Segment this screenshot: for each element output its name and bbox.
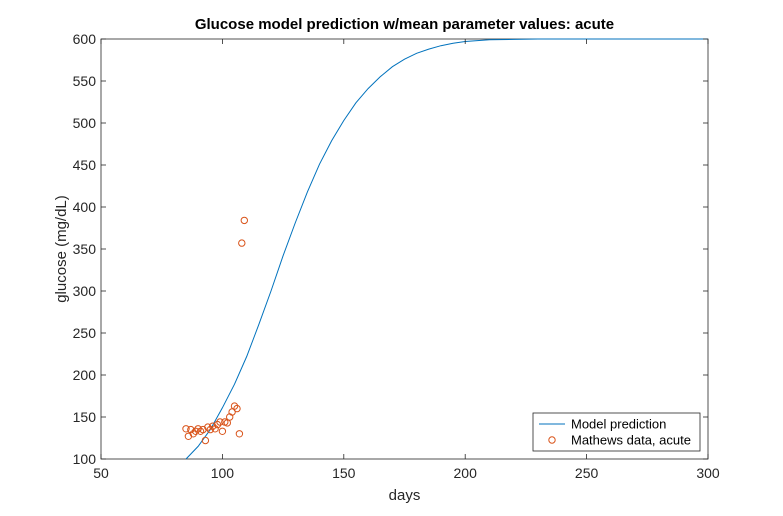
- data-point-mathews: [187, 425, 195, 434]
- y-tick-label: 150: [73, 409, 97, 425]
- data-point-mathews: [218, 427, 227, 435]
- data-point-mathews: [216, 418, 224, 426]
- y-tick-label: 200: [73, 367, 97, 383]
- data-point-mathews: [201, 436, 210, 445]
- chart-title: Glucose model prediction w/mean paramete…: [195, 16, 614, 33]
- ticks-layer: 50 100 150 200 250 30010015020025030035040045…: [73, 31, 720, 481]
- series-line-model-prediction: [185, 38, 708, 460]
- x-tick-label: 300: [696, 465, 720, 481]
- y-tick-label: 600: [73, 31, 97, 47]
- data-point-mathews: [209, 422, 217, 430]
- data-point-mathews: [235, 430, 244, 438]
- plot-area: 50 100 150 200 250 30010015020025030035040045…: [73, 31, 720, 481]
- legend: Model prediction Mathews data, acute: [532, 412, 701, 452]
- data-point-mathews: [211, 425, 219, 433]
- x-axis-label: days: [389, 487, 421, 504]
- data-point-mathews: [192, 427, 200, 435]
- y-tick-label: 450: [73, 157, 97, 173]
- y-tick-label: 100: [73, 451, 97, 467]
- legend-entry-model: Model prediction: [571, 417, 666, 432]
- y-tick-label: 550: [73, 73, 97, 89]
- legend-box: [532, 412, 701, 452]
- data-point-mathews: [189, 430, 198, 438]
- y-axis-label: glucose (mg/dL): [53, 195, 70, 303]
- x-tick-label: 150: [332, 465, 356, 481]
- y-tick-label: 350: [73, 241, 97, 257]
- y-tick-label: 500: [73, 115, 97, 131]
- data-point-mathews: [238, 239, 246, 247]
- data-point-mathews: [213, 420, 222, 429]
- x-tick-label: 250: [575, 465, 599, 481]
- x-tick-label: 200: [454, 465, 478, 481]
- y-tick-label: 400: [73, 199, 97, 215]
- y-tick-label: 300: [73, 283, 97, 299]
- series-layer: [182, 38, 708, 460]
- data-point-mathews: [233, 404, 241, 413]
- data-point-mathews: [230, 402, 239, 410]
- x-tick-label: 100: [211, 465, 235, 481]
- legend-entry-data: Mathews data, acute: [571, 433, 691, 448]
- legend-marker-swatch: [548, 436, 556, 444]
- y-tick-label: 250: [73, 325, 97, 341]
- axes-box: [100, 38, 709, 460]
- data-point-mathews: [240, 216, 249, 225]
- data-point-mathews: [194, 425, 202, 433]
- data-point-mathews: [182, 425, 190, 433]
- data-point-mathews: [204, 423, 212, 431]
- x-tick-label: 50: [93, 465, 109, 481]
